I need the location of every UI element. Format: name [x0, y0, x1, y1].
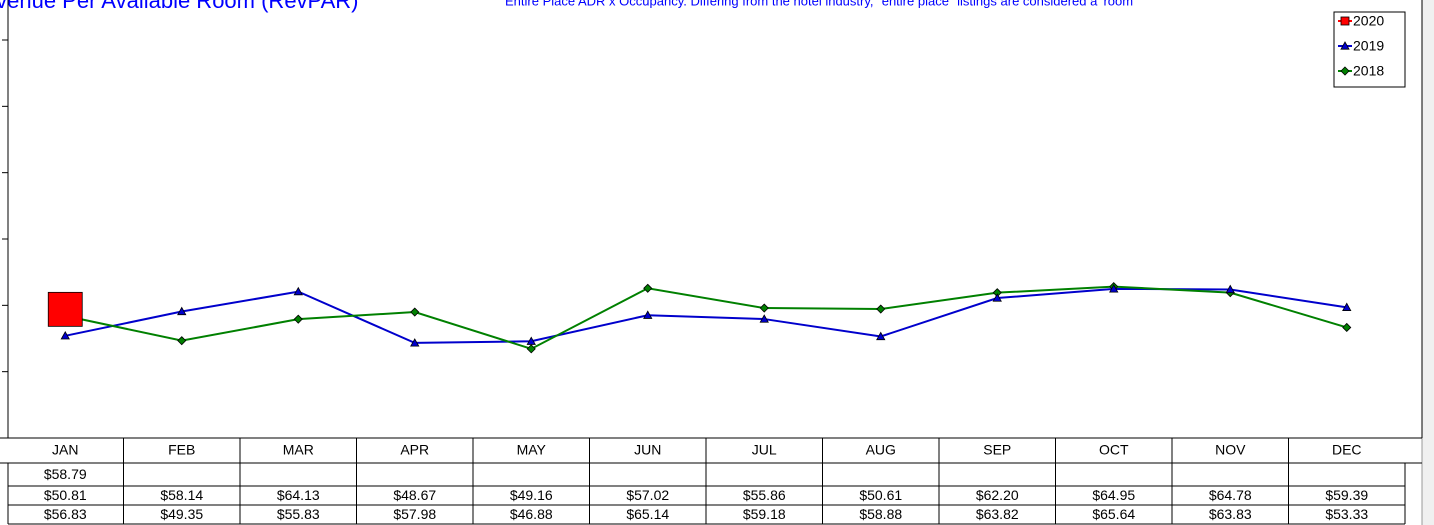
table-value: $46.88 [510, 506, 553, 522]
table-value: $64.13 [277, 487, 320, 503]
x-tick-label: APR [400, 442, 429, 458]
point [876, 331, 886, 341]
x-tick-label: OCT [1099, 442, 1129, 458]
table-value: $49.35 [160, 506, 203, 522]
table-value: $58.88 [859, 506, 902, 522]
point [47, 291, 83, 327]
table-value: $59.39 [1325, 487, 1368, 503]
x-tick-label: AUG [866, 442, 896, 458]
point [177, 336, 187, 346]
point [759, 314, 769, 323]
chart-subtitle: Entire Place ADR x Occupancy. Differing … [505, 0, 1136, 8]
point [1342, 302, 1352, 311]
x-tick-label: JAN [52, 442, 78, 458]
point [876, 304, 886, 314]
series-line [65, 287, 1347, 344]
table-value: $65.14 [626, 506, 669, 522]
point [410, 338, 420, 347]
table-value: $62.20 [976, 487, 1019, 503]
side-strip [1422, 0, 1434, 525]
legend-label: 2020 [1353, 13, 1384, 29]
table-value: $63.83 [1209, 506, 1252, 522]
legend-marker [1340, 41, 1350, 50]
point [1225, 284, 1235, 294]
x-tick-label: SEP [983, 442, 1011, 458]
x-tick-label: NOV [1215, 442, 1246, 458]
point [1109, 284, 1119, 293]
x-tick-label: FEB [168, 442, 195, 458]
table-value: $58.14 [160, 487, 203, 503]
table-value: $64.78 [1209, 487, 1252, 503]
table-value: $65.64 [1092, 506, 1135, 522]
legend-label: 2018 [1353, 63, 1384, 79]
table-value: $59.18 [743, 506, 786, 522]
point [643, 310, 653, 319]
table-value: $49.16 [510, 487, 553, 503]
table-value: $57.98 [393, 506, 436, 522]
table-value: $48.67 [393, 487, 436, 503]
table-value: $63.82 [976, 506, 1019, 522]
series-line [65, 285, 1348, 350]
point [293, 314, 303, 324]
table-value: $56.83 [44, 506, 87, 522]
table-value: $57.02 [626, 487, 669, 503]
legend-label: 2019 [1353, 38, 1384, 54]
table-value: $53.33 [1325, 506, 1368, 522]
point [1342, 322, 1352, 333]
x-tick-label: MAY [517, 442, 547, 458]
x-tick-label: MAR [283, 442, 314, 458]
table-value: $64.95 [1092, 487, 1135, 503]
x-tick-label: JUN [634, 442, 661, 458]
table-value: $55.86 [743, 487, 786, 503]
x-tick-label: DEC [1332, 442, 1362, 458]
table-value: $50.61 [859, 487, 902, 503]
legend-marker [1340, 16, 1350, 26]
point [643, 283, 653, 293]
legend-marker [1340, 66, 1350, 76]
x-tick-label: JUL [752, 442, 777, 458]
table-value: $50.81 [44, 487, 87, 503]
point [992, 293, 1002, 302]
table-value: $55.83 [277, 506, 320, 522]
point [526, 344, 536, 354]
point [759, 303, 769, 313]
table-value: $58.79 [44, 466, 87, 482]
point [410, 307, 420, 317]
point [177, 306, 187, 316]
point [526, 336, 536, 345]
point [293, 286, 303, 296]
chart-title: Revenue Per Available Room (RevPAR) [0, 0, 358, 13]
point [60, 330, 70, 340]
